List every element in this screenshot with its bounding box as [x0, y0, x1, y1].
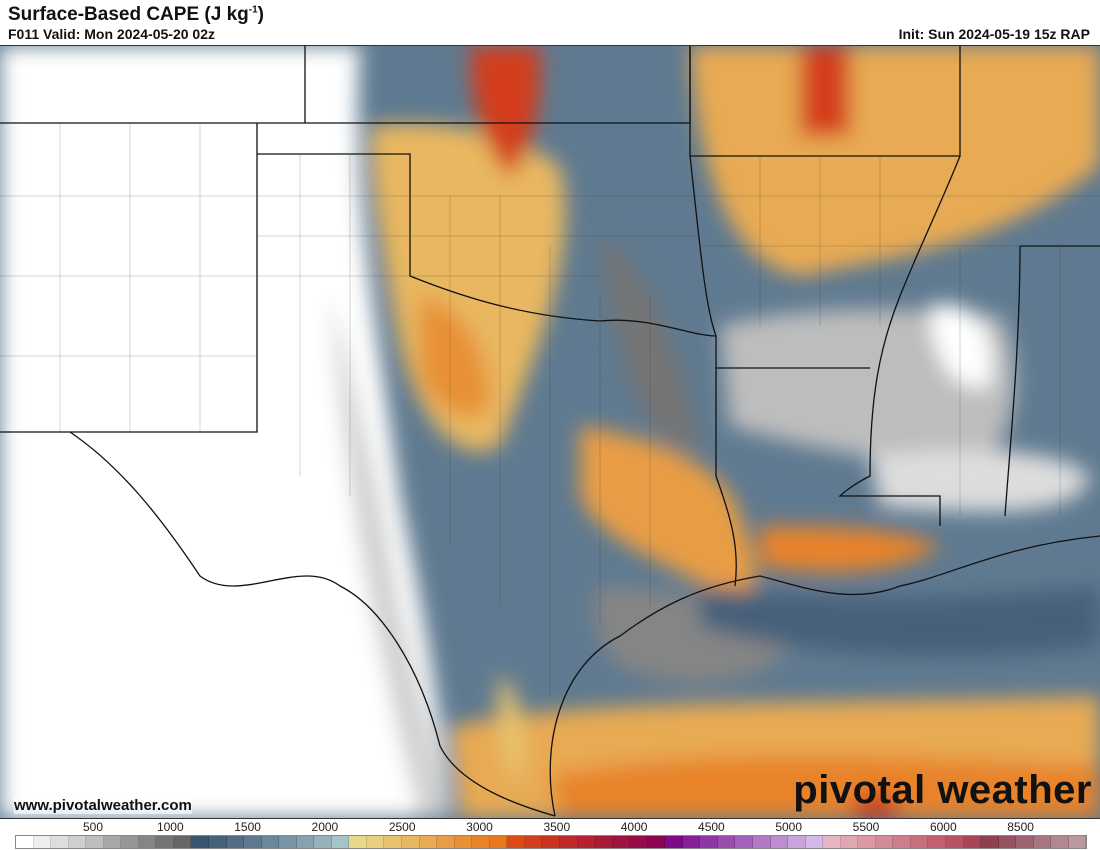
colorbar-cell: [752, 836, 771, 848]
colorbar-label: 5500: [852, 820, 880, 834]
colorbar-cell: [1016, 836, 1034, 848]
colorbar-label: 4000: [620, 820, 648, 834]
colorbar-cell: [454, 836, 473, 848]
colorbar-label: 3500: [543, 820, 571, 834]
colorbar-cell: [998, 836, 1017, 848]
colorbar-cell: [840, 836, 859, 848]
colorbar-cell: [595, 836, 613, 848]
title-text: Surface-Based CAPE (J kg: [8, 4, 249, 25]
colorbar-label: 500: [82, 820, 104, 834]
colorbar-cell: [419, 836, 438, 848]
colorbar-cell: [875, 836, 894, 848]
colorbar-cell: [138, 836, 157, 848]
colorbar-cell: [700, 836, 718, 848]
colorbar-cell: [279, 836, 297, 848]
county-borders: [0, 123, 1100, 696]
colorbar-cell: [577, 836, 596, 848]
colorbar-label: 5000: [775, 820, 803, 834]
colorbar-cell: [524, 836, 543, 848]
colorbar-cell: [349, 836, 367, 848]
pivotal-weather-logo: pivotal weather: [793, 768, 1092, 812]
colorbar-cell: [559, 836, 578, 848]
colorbar-cell: [928, 836, 946, 848]
colorbar-cell: [647, 836, 666, 848]
colorbar-cell: [630, 836, 648, 848]
colorbar-cell: [542, 836, 560, 848]
colorbar-cell: [173, 836, 192, 848]
colorbar-label: 6000: [929, 820, 957, 834]
colorbar-cell: [331, 836, 350, 848]
colorbar-cell: [981, 836, 999, 848]
colorbar-cell: [612, 836, 631, 848]
colorbar-labels: 500 1000 1500 2000 2500 3000 3500 4000 4500 5000 5…: [0, 820, 1100, 834]
colorbar-cell: [910, 836, 929, 848]
colorbar-cell: [314, 836, 332, 848]
colorbar-cell: [16, 836, 34, 848]
colorbar-cell: [261, 836, 280, 848]
colorbar-cell: [893, 836, 911, 848]
map-canvas: [0, 46, 1100, 818]
colorbar-cell: [191, 836, 210, 848]
colorbar-cell: [963, 836, 982, 848]
colorbar-cell: [788, 836, 806, 848]
colorbar-label: 2500: [388, 820, 416, 834]
colorbar-cell: [33, 836, 52, 848]
colorbar-cell: [296, 836, 315, 848]
colorbar-cell: [472, 836, 490, 848]
colorbar-cell: [489, 836, 508, 848]
colorbar-label: 2000: [311, 820, 339, 834]
colorbar-cell: [103, 836, 122, 848]
colorbar-cell: [366, 836, 385, 848]
colorbar-cell: [770, 836, 789, 848]
colorbar-cell: [682, 836, 701, 848]
colorbar-cell: [402, 836, 420, 848]
colorbar-cell: [209, 836, 227, 848]
valid-time: F011 Valid: Mon 2024-05-20 02z: [8, 26, 215, 42]
title-exponent: -1: [248, 4, 258, 16]
colorbar-cell: [244, 836, 262, 848]
colorbar-cell: [507, 836, 525, 848]
colorbar-cell: [121, 836, 139, 848]
colorbar-label: 3000: [466, 820, 493, 834]
colorbar-cell: [51, 836, 69, 848]
colorbar-cell: [1033, 836, 1052, 848]
cape-map[interactable]: [0, 45, 1100, 819]
colorbar-label: 1000: [156, 820, 184, 834]
colorbar-cell: [437, 836, 455, 848]
colorbar-cell: [717, 836, 736, 848]
colorbar-label: 4500: [698, 820, 725, 834]
colorbar-label: 1500: [234, 820, 261, 834]
colorbar-cell: [665, 836, 683, 848]
colorbar-cell: [735, 836, 753, 848]
website-link[interactable]: www.pivotalweather.com: [14, 797, 192, 814]
colorbar-cell: [226, 836, 245, 848]
init-time: Init: Sun 2024-05-19 15z RAP: [898, 26, 1090, 42]
title-close: ): [257, 4, 264, 25]
colorbar-cell: [805, 836, 824, 848]
map-title: Surface-Based CAPE (J kg-1): [8, 4, 264, 26]
colorbar-cell: [1068, 836, 1087, 848]
colorbar: [15, 835, 1087, 849]
colorbar-cell: [68, 836, 87, 848]
colorbar-cell: [156, 836, 174, 848]
colorbar-cell: [384, 836, 403, 848]
colorbar-cell: [945, 836, 964, 848]
colorbar-cell: [858, 836, 876, 848]
colorbar-cell: [1051, 836, 1069, 848]
colorbar-cell: [86, 836, 104, 848]
colorbar-label: 8500: [1007, 820, 1034, 834]
colorbar-cell: [823, 836, 841, 848]
